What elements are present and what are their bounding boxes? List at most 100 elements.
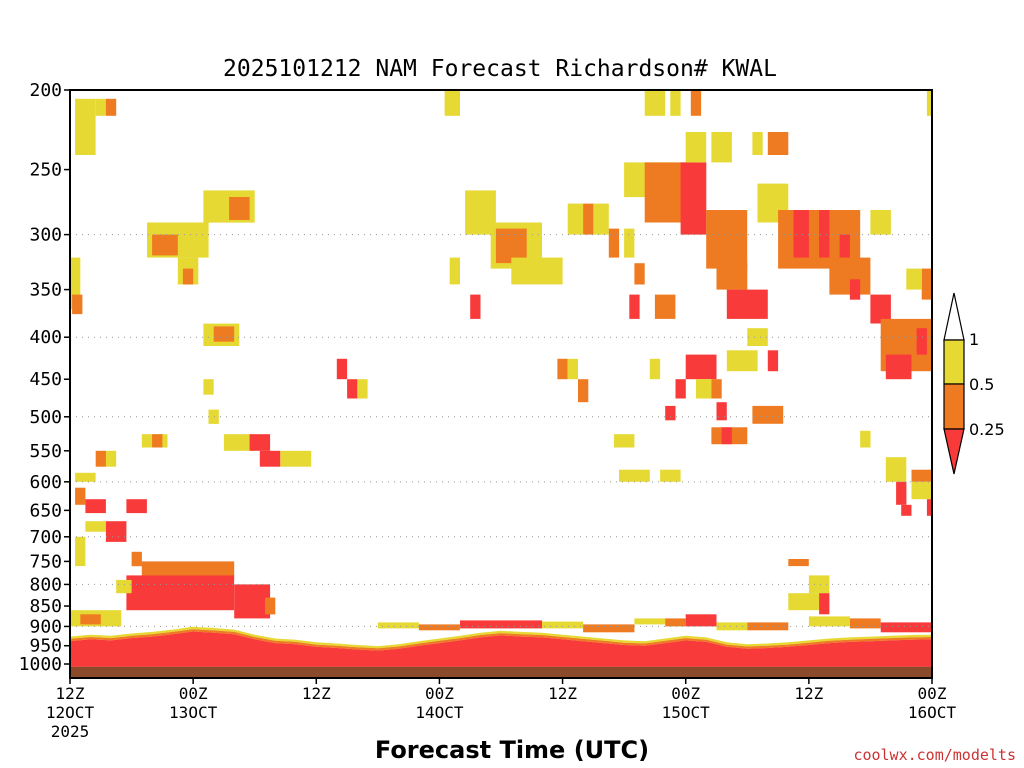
heatmap-patch-50: [593, 203, 609, 235]
legend-label-2: 0.25: [969, 420, 1005, 439]
y-tick-label-700: 700: [29, 527, 62, 548]
x-tick-label-0-1: 12Z: [56, 684, 85, 703]
credit-text: coolwx.com/modelts: [853, 746, 1016, 764]
heatmap-patch-55: [644, 90, 666, 116]
heatmap-patch-64: [629, 294, 640, 319]
heatmap-patch-126: [583, 624, 635, 633]
heatmap-patch-42: [470, 294, 481, 319]
y-tick-label-250: 250: [29, 160, 62, 181]
heatmap-patch-90: [711, 379, 722, 399]
heatmap-patch-89: [696, 379, 712, 399]
heatmap-patch-4: [72, 294, 83, 315]
heatmap-patch-88: [675, 379, 686, 399]
x-axis-label: Forecast Time (UTC): [375, 736, 649, 764]
heatmap-patch-57: [690, 90, 702, 116]
heatmap-patch-105: [901, 504, 912, 516]
heatmap-patch-115: [665, 618, 686, 627]
x-tick-label-84-1: 00Z: [918, 684, 947, 703]
heatmap-patch-97: [619, 469, 650, 482]
heatmap-patch-110: [808, 575, 830, 594]
heatmap-patch-61: [624, 228, 635, 258]
heatmap-patch-121: [880, 622, 932, 633]
heatmap-patch-99: [557, 358, 568, 380]
y-tick-label-450: 450: [29, 369, 62, 390]
heatmap-patch-107: [911, 481, 932, 500]
heatmap-patch-25: [85, 521, 106, 532]
heatmap-patch-18: [280, 450, 312, 467]
x-tick-label-48-1: 12Z: [548, 684, 577, 703]
y-tick-label-300: 300: [29, 225, 62, 246]
heatmap-patch-119: [808, 616, 850, 627]
y-tick-label-500: 500: [29, 407, 62, 428]
heatmap-patch-102: [649, 358, 661, 380]
heatmap-patch-44: [347, 379, 358, 399]
y-tick-label-900: 900: [29, 616, 62, 637]
heatmap-patch-120: [849, 618, 881, 629]
heatmap-patch-21: [75, 472, 96, 482]
heatmap-patch-46: [203, 379, 214, 395]
heatmap-patch-85: [726, 350, 758, 372]
heatmap-patch-22: [85, 499, 106, 514]
heatmap-patch-92: [716, 402, 727, 421]
heatmap-patch-59: [711, 132, 732, 163]
heatmap-patch-108: [926, 499, 932, 516]
x-tick-label-60-2: 15OCT: [662, 703, 711, 722]
heatmap-patch-82: [906, 268, 922, 290]
heatmap-patch-17: [259, 450, 281, 467]
heatmap-patch-0: [75, 98, 96, 155]
heatmap-patch-43: [336, 358, 348, 380]
heatmap-patch-87: [685, 354, 717, 380]
heatmap-patch-84: [747, 328, 768, 346]
heatmap-patch-124: [460, 620, 543, 629]
heatmap-patch-63: [654, 294, 676, 319]
heatmap-patch-68: [767, 132, 789, 155]
heatmap-patch-35: [80, 614, 101, 625]
heatmap-cells: [70, 90, 932, 678]
heatmap-patch-39: [495, 228, 527, 264]
heatmap-patch-112: [788, 593, 820, 611]
x-tick-label-84-2: 16OCT: [908, 703, 957, 722]
heatmap-patch-45: [357, 379, 368, 399]
x-tick-label-60-1: 00Z: [671, 684, 700, 703]
boundary-layer-orange-band: [70, 629, 932, 651]
heatmap-patch-117: [716, 622, 748, 631]
boundary-layer-yellow-band: [70, 626, 932, 649]
heatmap-patch-10: [229, 197, 250, 220]
heatmap-patch-76: [870, 210, 891, 235]
heatmap-patch-54: [706, 210, 748, 269]
heatmap-patch-125: [542, 621, 583, 629]
heatmap-patch-66: [726, 289, 768, 319]
heatmap-patch-81: [921, 268, 932, 300]
heatmap-patch-118: [747, 622, 789, 631]
heatmap-patch-93: [752, 405, 784, 424]
heatmap-patch-30: [126, 575, 235, 611]
heatmap-patch-86: [767, 350, 779, 372]
heatmap-patch-73: [839, 234, 850, 269]
heatmap-patch-83: [926, 90, 932, 116]
heatmap-patch-29: [141, 561, 235, 580]
x-tick-label-24-1: 12Z: [302, 684, 331, 703]
heatmap-patch-36: [444, 90, 460, 116]
chart-title: 2025101212 NAM Forecast Richardson# KWAL: [223, 56, 777, 82]
ground-fill: [70, 666, 932, 678]
heatmap-patch-104: [896, 481, 907, 505]
heatmap-patch-101: [578, 379, 589, 403]
y-tick-label-200: 200: [29, 80, 62, 101]
plot-frame: [69, 89, 933, 679]
y-tick-label-950: 950: [29, 636, 62, 657]
y-axis: 200 250 300 350 400 450 500 550 600 650 700 7508008…: [19, 80, 70, 675]
y-tick-label-600: 600: [29, 472, 62, 493]
heatmap-patch-106: [911, 469, 932, 482]
legend-arrow-bottom: [943, 428, 965, 475]
y-tick-label-350: 350: [29, 280, 62, 301]
x-tick-label-12-1: 00Z: [179, 684, 208, 703]
heatmap-patch-47: [208, 409, 219, 424]
heatmap-patch-91: [665, 405, 676, 421]
heatmap-patch-65: [716, 263, 748, 290]
heatmap-patch-123: [418, 624, 460, 631]
heatmap-patch-69: [752, 132, 763, 155]
x-tick-label-12-2: 13OCT: [169, 703, 218, 722]
heatmap-patch-62: [634, 263, 645, 285]
legend: 1 0.5 0.25: [943, 292, 1005, 475]
heatmap-patch-32: [265, 597, 276, 615]
